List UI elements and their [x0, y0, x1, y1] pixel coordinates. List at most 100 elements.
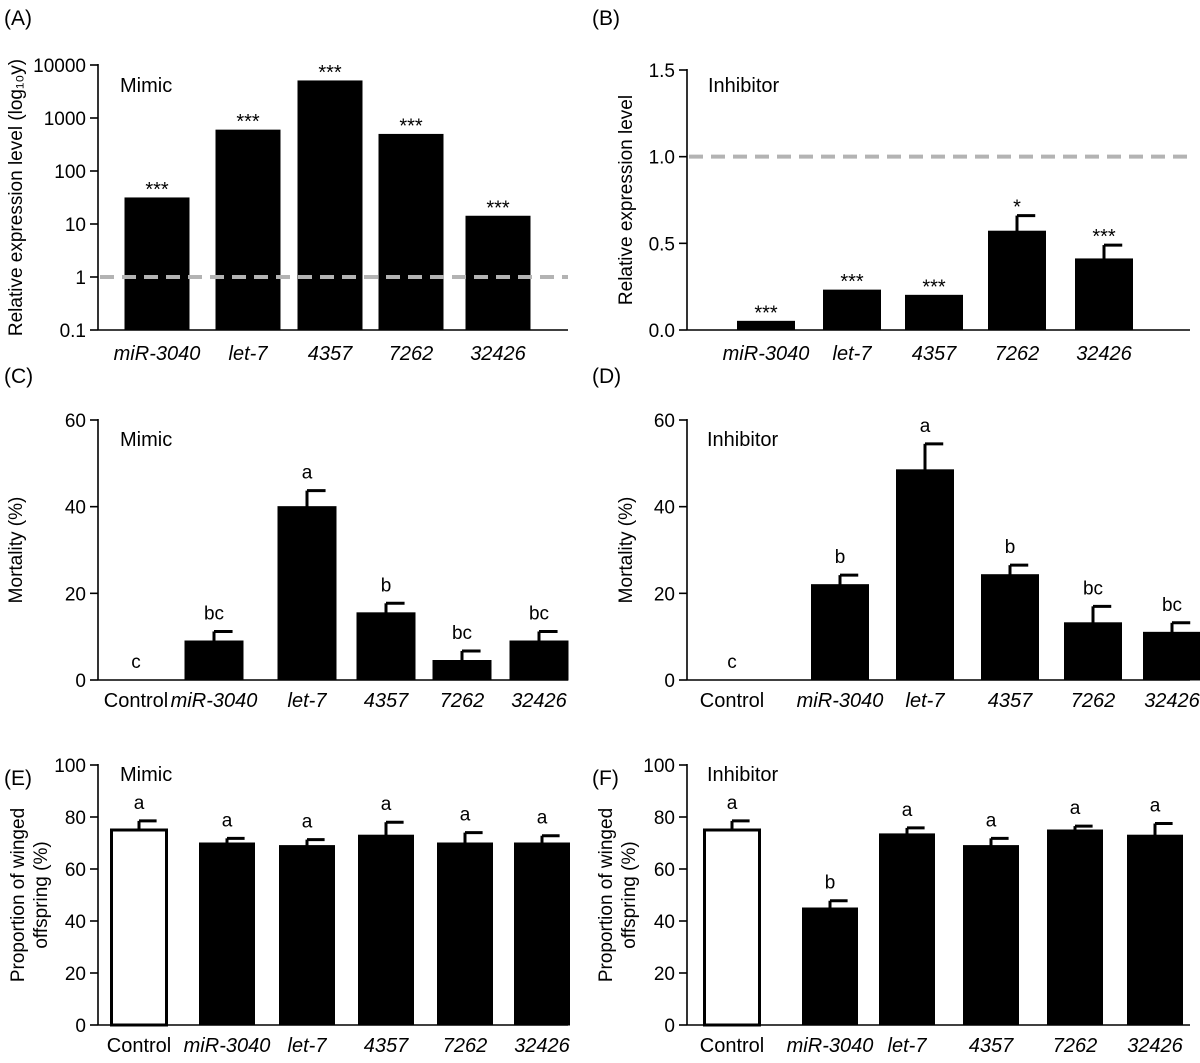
bar: [737, 320, 795, 331]
x-category-label: 32426: [1127, 1035, 1183, 1057]
y-tick-label: 40: [654, 498, 675, 519]
x-category-label: miR-3040: [114, 343, 201, 365]
bar: [124, 197, 190, 331]
bar: [437, 842, 493, 1026]
significance-label: a: [537, 808, 548, 829]
y-tick-label: 0.5: [649, 234, 675, 255]
x-category-label: 4357: [364, 1035, 409, 1057]
y-tick-label: 20: [65, 964, 86, 985]
y-tick-label: 0: [664, 1016, 675, 1037]
y-tick-label: 10: [65, 215, 86, 236]
y-tick-label: 1.0: [649, 148, 675, 169]
y-tick-label: 0.1: [60, 321, 86, 342]
bar: [823, 289, 881, 331]
x-category-label: Control: [700, 1035, 764, 1057]
y-tick-label: 40: [65, 498, 86, 519]
y-axis-label: Mortality (%): [6, 497, 27, 604]
x-category-label: 32426: [1144, 690, 1200, 712]
x-category-label: 7262: [1053, 1035, 1098, 1057]
x-category-label: let-7: [906, 690, 946, 712]
x-category-label: 32426: [1076, 343, 1132, 365]
bar: [378, 133, 444, 331]
significance-label: ***: [840, 271, 864, 293]
bar: [1127, 834, 1183, 1026]
x-category-label: 4357: [988, 690, 1033, 712]
bar: [509, 640, 569, 681]
y-tick-label: 0.0: [649, 321, 675, 342]
significance-label: a: [902, 800, 913, 821]
panel-a: (A) 0.1 1 10 100 1000 10000 Relative expression…: [4, 7, 568, 365]
panel-label: (C): [4, 365, 33, 388]
significance-label: b: [381, 575, 392, 596]
x-category-label: Control: [104, 690, 168, 712]
y-tick-label: 10000: [33, 56, 86, 77]
significance-label: bc: [1162, 595, 1182, 616]
y-tick-label: 1000: [44, 109, 86, 130]
bar: [465, 215, 531, 331]
significance-label: *: [1013, 197, 1021, 219]
x-category-label: 4357: [912, 343, 957, 365]
x-category-label: miR-3040: [797, 690, 884, 712]
x-category-label: Control: [700, 690, 764, 712]
significance-label: c: [131, 652, 141, 673]
treatment-annotation: Mimic: [120, 764, 172, 786]
significance-label: bc: [452, 623, 472, 644]
x-category-label: let-7: [229, 343, 269, 365]
x-category-label: 4357: [364, 690, 409, 712]
bar: [215, 129, 281, 331]
panel-c: (C) 0 20 40 60 Mortality (%) Mimic c Control bc mi…: [4, 365, 569, 712]
bar: [905, 294, 963, 331]
significance-label: a: [920, 416, 931, 437]
y-tick-label: 0: [664, 671, 675, 692]
y-tick-label: 60: [65, 411, 86, 432]
y-tick-label: 60: [65, 860, 86, 881]
bar: [963, 845, 1019, 1026]
bar: [1075, 258, 1133, 331]
treatment-annotation: Inhibitor: [708, 75, 779, 97]
y-tick-label: 80: [65, 808, 86, 829]
treatment-annotation: Mimic: [120, 75, 172, 97]
y-axis-label: offspring (%): [31, 841, 52, 948]
y-tick-label: 60: [654, 411, 675, 432]
bar: [879, 833, 935, 1026]
x-category-label: 7262: [389, 343, 434, 365]
y-axis-label: Mortality (%): [616, 497, 637, 604]
x-category-label: 7262: [440, 690, 485, 712]
bar: [1064, 622, 1122, 681]
y-tick-label: 100: [54, 756, 86, 777]
y-tick-label: 0: [75, 1016, 86, 1037]
bar: [358, 834, 414, 1026]
x-category-label: miR-3040: [184, 1035, 271, 1057]
y-axis-label: Relative expression level: [616, 95, 637, 305]
x-category-label: let-7: [288, 690, 328, 712]
significance-label: b: [1005, 537, 1016, 558]
significance-label: a: [302, 463, 313, 484]
y-tick-label: 1.5: [649, 61, 675, 82]
treatment-annotation: Inhibitor: [707, 429, 778, 451]
x-category-label: 7262: [995, 343, 1040, 365]
x-category-label: let-7: [888, 1035, 928, 1057]
bar: [199, 842, 255, 1026]
y-tick-label: 20: [654, 964, 675, 985]
significance-label: ***: [399, 115, 423, 137]
significance-label: a: [1150, 796, 1161, 817]
bar: [896, 469, 954, 681]
bar: [1143, 631, 1200, 681]
x-category-label: 4357: [969, 1035, 1014, 1057]
panel-e: (E) 0 20 40 60 80 100 Proportion of winged offsp…: [4, 756, 571, 1057]
y-tick-label: 1: [75, 268, 86, 289]
y-tick-label: 40: [65, 912, 86, 933]
x-category-label: 7262: [1071, 690, 1116, 712]
bar: [981, 574, 1039, 681]
y-tick-label: 40: [654, 912, 675, 933]
treatment-annotation: Mimic: [120, 429, 172, 451]
x-category-label: let-7: [833, 343, 873, 365]
x-category-label: 32426: [511, 690, 567, 712]
y-tick-label: 100: [54, 162, 86, 183]
significance-label: bc: [1083, 578, 1103, 599]
x-category-label: miR-3040: [723, 343, 810, 365]
y-tick-label: 80: [654, 808, 675, 829]
significance-label: a: [460, 805, 471, 826]
significance-label: b: [825, 873, 836, 894]
significance-label: bc: [204, 603, 224, 624]
